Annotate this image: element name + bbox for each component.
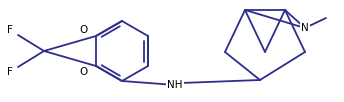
Text: NH: NH: [167, 80, 183, 90]
Text: F: F: [7, 25, 13, 35]
Text: O: O: [79, 25, 87, 35]
Text: O: O: [79, 67, 87, 77]
Text: F: F: [7, 67, 13, 77]
Text: N: N: [301, 23, 309, 33]
